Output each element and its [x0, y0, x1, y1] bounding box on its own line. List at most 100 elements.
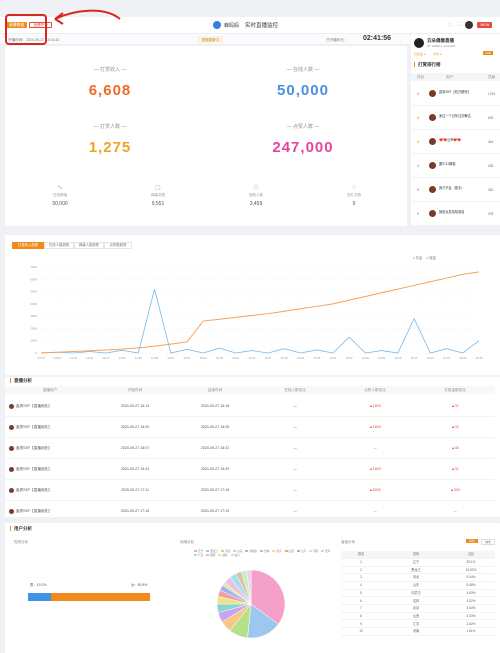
trend-panel: ● 总量 ● 增量 7000 6000 5000 4000 3000 2000 1000 0 1…	[5, 235, 500, 375]
detail-panel	[5, 377, 500, 517]
kpi-label-gift-income: — 打赏收入 —	[93, 67, 127, 73]
y-tick-label: 3000	[30, 314, 37, 318]
rank-value: 433	[488, 164, 494, 168]
tab-gift-trend[interactable]: 打赏收入趋势	[12, 242, 44, 249]
avatar[interactable]	[465, 21, 474, 29]
kpi-value-online: 50,000	[277, 82, 329, 99]
table-row: 鑫男SEF【直播用处】 2020-09-27 16:24 2020-09-27 16…	[5, 458, 495, 480]
header-brand: 蝉妈妈 实时直播监控	[213, 21, 278, 29]
row-likes: ▲1800	[369, 404, 381, 408]
table-row: 鑫男SEF【直播用处】 2020-09-27 16:07 2020-09-27 16…	[5, 437, 495, 459]
y-tick-label: 5000	[30, 290, 37, 294]
share-button[interactable]: 分享 ▸	[433, 52, 442, 56]
pie-legend-item: 山西	[284, 550, 294, 554]
avatar	[9, 466, 14, 472]
row-gift: ▲36	[451, 446, 459, 450]
stream-status: 直播数据 直播中 ▾	[6, 22, 52, 28]
rank-value: 444	[488, 140, 494, 144]
kpi-label-gift-users: — 打赏人数 —	[93, 124, 127, 130]
y-tick-label: 0	[35, 351, 37, 355]
x-tick-label: 15:51	[330, 356, 337, 360]
rank-number: 5	[417, 188, 419, 192]
pie-legend-item: 吉林	[260, 550, 269, 554]
tab-comment-trend[interactable]: 弹幕人数趋势	[74, 242, 104, 249]
tab-like-trend[interactable]: 点赞数趋势	[104, 242, 132, 249]
x-tick-label: 15:39	[297, 356, 304, 360]
x-tick-label: 14:27	[102, 356, 109, 360]
pie-legend-item: 江苏	[296, 550, 306, 554]
y-tick-label: 2000	[30, 326, 37, 330]
geo-row: 1 辽宁 35.1%	[341, 559, 495, 567]
geo-title: 省级分布	[341, 540, 356, 544]
x-tick-label: 16:45	[476, 356, 483, 360]
chart-legend: ● 总量 ● 增量	[412, 256, 436, 260]
geo-row: 9 江苏 2.62%	[341, 621, 495, 629]
kpi-value-likes: 247,000	[272, 139, 334, 156]
geo-row: 3 河北 9.04%	[341, 574, 495, 582]
tab-province[interactable]: 省份	[466, 539, 479, 543]
x-tick-label: 14:39	[135, 356, 142, 360]
pie-legend-item: 山东	[233, 550, 242, 554]
rank-number: 4	[417, 164, 419, 168]
y-tick-label: 4000	[30, 302, 37, 306]
follow-button[interactable]: 已关注 ▸	[414, 52, 426, 56]
geo-row: 2 黑龙江 16.52%	[341, 567, 495, 575]
comment-icon: ▢	[155, 185, 161, 191]
streamer-name: 云朵偶像直播	[427, 38, 454, 43]
live-status-dropdown[interactable]: 直播中 ▾	[29, 22, 52, 28]
x-tick-label: 15:09	[216, 356, 223, 360]
x-tick-label: 16:39	[459, 356, 466, 360]
pie-legend-item: 辽宁	[194, 550, 203, 554]
trend-chart: 7000 6000 5000 4000 3000 2000 1000 014:03 14:09 1…	[30, 265, 483, 360]
y-tick-label: 6000	[30, 277, 37, 281]
avatar	[9, 487, 14, 493]
x-tick-label: 14:15	[70, 356, 77, 360]
detail-th-likes: 点赞人数变化	[364, 388, 386, 392]
tab-city[interactable]: 城市	[481, 539, 496, 545]
kpi-panel: — 打赏收入 — 6,608 — 在线人数 — 50,000 — 打赏人数 — …	[5, 46, 407, 226]
mini-stat-comments: ▢ 弹幕总数 9,551	[123, 184, 193, 207]
star-icon[interactable]: ☆	[447, 22, 454, 29]
row-gift: ▲393	[450, 488, 460, 492]
row-end: 2020-09-27 16:18	[200, 404, 230, 408]
detail-th-start: 开始时间	[127, 388, 143, 392]
avatar	[9, 403, 14, 409]
top-bar: 直播数据 直播中 ▾ 蝉妈妈 实时直播监控 ☆ ⛶ NEW	[0, 17, 500, 34]
table-row: 鑫男SEF【直播用处】 2020-09-27 17:18 2020-09-27 17…	[5, 500, 495, 522]
fullscreen-icon[interactable]: ⛶	[457, 21, 462, 28]
duration-value: 02:41:56	[363, 35, 392, 42]
rank-table-header: 排名 用户 贡献	[411, 73, 500, 81]
rank-number: 1	[417, 92, 419, 96]
x-tick-label: 14:33	[119, 356, 126, 360]
row-likes: —	[373, 446, 377, 450]
rank-value: 1794	[488, 92, 496, 96]
tab-online-trend[interactable]: 在线人数趋势	[44, 242, 74, 249]
pie-legend-item: 天津	[321, 550, 330, 554]
user-title: 用户分析	[10, 526, 32, 531]
row-start: 2020-09-27 16:24	[120, 467, 150, 471]
row-gift: ▲31	[451, 404, 459, 408]
rank-row: 5 我才不会（散手） 342	[411, 178, 500, 202]
row-likes: —	[373, 509, 377, 513]
streamer-id: ID: 99880 ▸ cloud###	[427, 44, 456, 48]
rank-user-avatar	[429, 210, 436, 217]
x-tick-label: 15:03	[200, 356, 207, 360]
row-user: 鑫男SEF【直播用处】	[5, 500, 95, 522]
table-row: 鑫男SEF【直播用处】 2020-09-27 17:11 2020-09-27 17…	[5, 479, 495, 501]
annotation-box	[5, 14, 47, 45]
x-tick-label: 16:09	[378, 356, 385, 360]
rank-user-avatar	[429, 114, 436, 121]
page-title: 实时直播监控	[245, 23, 279, 29]
rank-user-avatar	[429, 138, 436, 145]
y-tick-label: 1000	[30, 339, 37, 343]
row-likes: ▲6000	[369, 488, 381, 492]
header-actions: ☆ ⛶ NEW	[447, 21, 493, 29]
rank-user-name: 鑫男SEF【双方都死】	[439, 90, 471, 94]
pie-legend-item: 北京	[272, 550, 282, 554]
geo-row: 8 山西 3.03%	[341, 613, 495, 621]
x-tick-label: 15:21	[248, 356, 255, 360]
rank-user-avatar	[429, 186, 436, 193]
gender-female: 男：19.2%	[30, 583, 47, 587]
gender-title: 性别分析	[14, 540, 29, 544]
table-row: 鑫男SEF【直播用处】 2020-09-27 16:13 2020-09-27 16…	[5, 395, 495, 417]
